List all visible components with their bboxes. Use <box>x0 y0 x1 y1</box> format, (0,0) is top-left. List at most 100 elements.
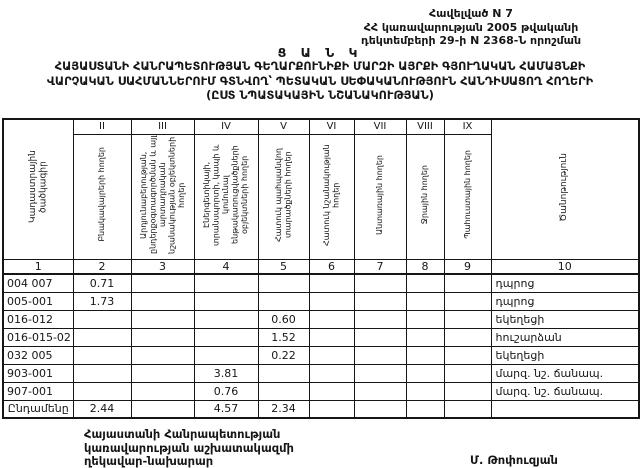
roman-II: II <box>72 118 132 135</box>
area-value-cell <box>257 381 310 401</box>
area-value-cell <box>353 399 407 419</box>
area-value-cell <box>405 363 445 383</box>
note-cell <box>490 399 640 419</box>
cadastral-code-cell: 903-001 <box>2 363 74 383</box>
land-table-wrapper: Կադաստրային ծածկագիր II III IV V VI VII … <box>2 118 640 419</box>
corner-header-cell: Կադաստրային ծածկագիր <box>2 118 74 260</box>
area-value-cell <box>193 309 259 329</box>
header-settlement-lands: Բնակավայրերի հողեր <box>72 133 132 260</box>
cadastral-code-cell: 005-001 <box>2 291 74 311</box>
roman-IX: IX <box>443 118 492 135</box>
area-value-cell <box>405 381 445 401</box>
area-value-cell <box>443 291 492 311</box>
area-value-cell <box>308 291 355 311</box>
area-value-cell <box>353 327 407 347</box>
area-value-cell: 4.57 <box>193 399 259 419</box>
colnum-4: 4 <box>193 258 259 275</box>
area-value-cell <box>443 399 492 419</box>
area-value-cell <box>72 381 132 401</box>
area-value-cell <box>405 273 445 293</box>
header-energy-transport-lands: Էներգետիկայի, տրանսպորտի, կապի և կոմունա… <box>193 133 259 260</box>
area-value-cell <box>353 273 407 293</box>
roman-VII: VII <box>353 118 407 135</box>
area-value-cell <box>443 381 492 401</box>
roman-III: III <box>130 118 195 135</box>
area-value-cell <box>308 363 355 383</box>
note-cell: եկեղեցի <box>490 309 640 329</box>
area-value-cell <box>72 327 132 347</box>
cadastral-code-cell: 016-015-02 <box>2 327 74 347</box>
header-forest-lands: Անտառային հողեր <box>353 133 407 260</box>
header-special-purpose-lands: Հատուկ նշանակության հողեր <box>308 133 355 260</box>
header-forest-lands-label: Անտառային հողեր <box>375 154 385 235</box>
area-value-cell <box>353 381 407 401</box>
table-row: 004 007 0.71 դպրոց <box>2 273 640 293</box>
area-value-cell: 3.81 <box>193 363 259 383</box>
colnum-7: 7 <box>353 258 407 275</box>
table-row: 032 005 0.22 եկեղեցի <box>2 345 640 365</box>
area-value-cell <box>130 309 195 329</box>
note-cell: դպրոց <box>490 291 640 311</box>
column-number-row: 1 2 3 4 5 6 7 8 9 10 <box>2 258 640 275</box>
area-value-cell: 2.44 <box>72 399 132 419</box>
area-value-cell <box>443 345 492 365</box>
colnum-3: 3 <box>130 258 195 275</box>
land-table: Կադաստրային ծածկագիր II III IV V VI VII … <box>2 118 640 419</box>
title-line3: (ԸՍՏ ՆՊԱՏԱԿԱՅԻՆ ՆՇԱՆԱԿՈՒԹՅԱՆ) <box>206 89 434 102</box>
table-row: 907-001 0.76 մարզ. նշ. ճանապ. <box>2 381 640 401</box>
cadastral-code-cell: 907-001 <box>2 381 74 401</box>
note-cell: հուշարձան <box>490 327 640 347</box>
area-value-cell <box>130 273 195 293</box>
note-cell: մարզ. նշ. ճանապ. <box>490 363 640 383</box>
footer-line2: կառավարության աշխատակազմի <box>84 440 294 455</box>
total-label-cell: Ընդամենը <box>2 399 74 419</box>
area-value-cell <box>130 291 195 311</box>
signature-name: Մ. Թոփուզյան <box>470 453 558 467</box>
page-title: ՀԱՅԱՍՏԱՆԻ ՀԱՆՐԱՊԵՏՈՒԹՅԱՆ ԳԵՂԱՐՔՈՒՆԻՔԻ ՄԱ… <box>0 60 640 104</box>
colnum-1: 1 <box>2 258 74 275</box>
area-value-cell <box>405 327 445 347</box>
area-value-cell: 1.73 <box>72 291 132 311</box>
colnum-5: 5 <box>257 258 310 275</box>
note-cell: եկեղեցի <box>490 345 640 365</box>
area-value-cell <box>257 273 310 293</box>
colnum-2: 2 <box>72 258 132 275</box>
area-value-cell: 0.76 <box>193 381 259 401</box>
cadastral-code-cell: 032 005 <box>2 345 74 365</box>
corner-header-label: Կադաստրային ծածկագիր <box>27 150 49 224</box>
area-value-cell <box>405 291 445 311</box>
note-cell: դպրոց <box>490 273 640 293</box>
cadastral-code-cell: 004 007 <box>2 273 74 293</box>
area-value-cell <box>72 309 132 329</box>
table-body: 004 007 0.71 դպրոց 005-001 1.73 դպրոց 016-012 0… <box>2 273 640 419</box>
note-header-label: Ծանոթություն <box>559 152 570 222</box>
area-value-cell <box>405 309 445 329</box>
area-value-cell: 0.60 <box>257 309 310 329</box>
roman-VIII: VIII <box>405 118 445 135</box>
colnum-9: 9 <box>443 258 492 275</box>
area-value-cell <box>130 381 195 401</box>
roman-V: V <box>257 118 310 135</box>
area-value-cell: 1.52 <box>257 327 310 347</box>
area-value-cell <box>193 291 259 311</box>
area-value-cell <box>443 309 492 329</box>
area-value-cell <box>308 327 355 347</box>
footer-line3: ղեկավար-նախարար <box>84 454 214 468</box>
area-value-cell <box>257 291 310 311</box>
area-value-cell <box>308 345 355 365</box>
area-value-cell <box>130 327 195 347</box>
area-value-cell: 0.71 <box>72 273 132 293</box>
header-water-lands: Ջրային հողեր <box>405 133 445 260</box>
header-protected-area-lands: Հատուկ պահպանվող տարածքների հողեր <box>257 133 310 260</box>
area-value-cell <box>308 381 355 401</box>
area-value-cell <box>405 345 445 365</box>
footer-line1: Հայաստանի Հանրապետության <box>84 427 281 441</box>
category-header-row: Բնակավայրերի հողեր Արդյունաբերության, ըն… <box>3 133 639 260</box>
table-row: 016-015-02 1.52 հուշարձան <box>2 327 640 347</box>
table-row: 903-001 3.81 մարզ. նշ. ճանապ. <box>2 363 640 383</box>
signatory-title-block: Հայաստանի Հանրապետության կառավարության ա… <box>84 427 294 468</box>
area-value-cell <box>353 291 407 311</box>
area-value-cell <box>443 363 492 383</box>
area-value-cell <box>193 273 259 293</box>
